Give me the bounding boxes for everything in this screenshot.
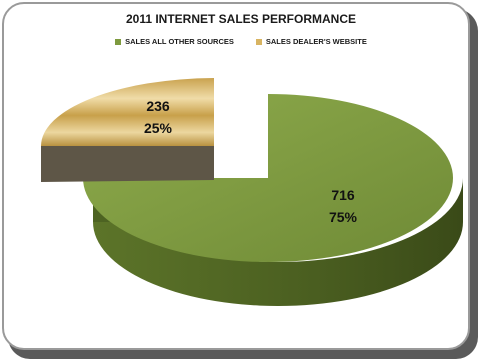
data-label-other-percent: 75% (329, 209, 358, 225)
slice-dealer-website (41, 78, 214, 182)
legend-label-dealer-website: SALES DEALER'S WEBSITE (265, 37, 367, 46)
data-label-other-value: 716 (331, 187, 355, 203)
data-label-dealer-value: 236 (146, 98, 170, 114)
legend-item-dealer-website: SALES DEALER'S WEBSITE (255, 37, 367, 46)
slice-dealer-website-side (41, 146, 214, 182)
slice-other-sources-side (93, 178, 463, 306)
slice-other-sources-top (83, 94, 453, 262)
legend-item-other-sources: SALES ALL OTHER SOURCES (115, 37, 234, 46)
legend-swatch-other-sources (115, 38, 122, 45)
chart-title: 2011 INTERNET SALES PERFORMANCE (125, 12, 357, 26)
legend-label-other-sources: SALES ALL OTHER SOURCES (125, 37, 234, 46)
chart-legend: SALES ALL OTHER SOURCES SALES DEALER'S W… (0, 37, 482, 46)
slice-other-sources (83, 94, 463, 306)
slice-dealer-website-top (41, 78, 214, 146)
data-label-dealer-percent: 25% (144, 120, 173, 136)
legend-swatch-dealer-website (255, 38, 262, 45)
